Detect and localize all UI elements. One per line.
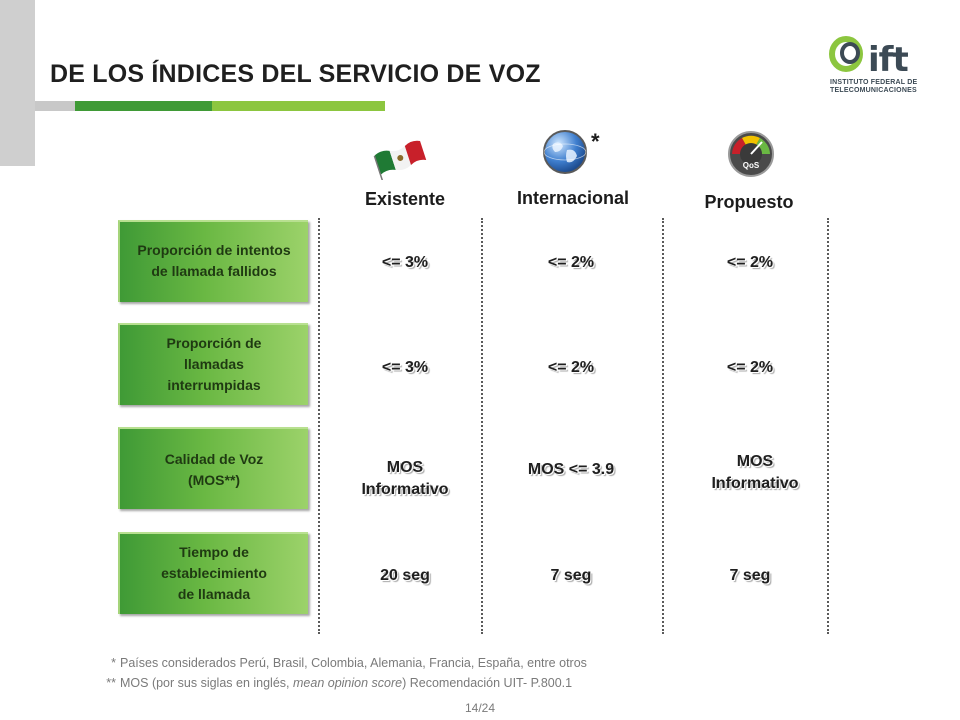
value-cell: 7 seg [729,567,771,584]
value-cell: MOS Informativo [361,459,449,498]
row-label-intentos-fallidos: Proporción de intentos de llamada fallid… [118,220,308,302]
column-divider [318,218,320,634]
column-divider [662,218,664,634]
value-cell: <= 2% [547,254,595,271]
column-divider [827,218,829,634]
value-cell: MOS <= 3.9 [527,461,615,478]
row-label-llamadas-interrumpidas: Proporción de llamadas interrumpidas [118,323,308,405]
value-cell: 20 seg [380,567,430,584]
value-cell: <= 3% [381,254,429,271]
slide-title: DE LOS ÍNDICES DEL SERVICIO DE VOZ [50,60,541,88]
row-label-tiempo-establecimiento: Tiempo de establecimiento de llamada [118,532,308,614]
column-header-propuesto: Propuesto [704,192,794,212]
qos-gauge-icon: QoS [728,131,774,177]
column-divider [481,218,483,634]
ift-logo-icon [829,36,863,72]
value-cell: <= 2% [726,359,774,376]
column-header-existente: Existente [364,189,446,209]
footnote-countries: * Países considerados Perú, Brasil, Colom… [111,656,587,670]
value-cell: <= 3% [381,359,429,376]
value-cell: MOS Informativo [711,453,799,492]
column-header-internacional: Internacional [516,188,630,208]
value-cell: 7 seg [550,567,592,584]
mexico-flag-icon [373,140,427,180]
title-underline-gray [35,101,75,111]
page-number: 14/24 [464,701,496,715]
value-cell: <= 2% [547,359,595,376]
left-gray-bar [0,0,35,166]
title-underline-light-green [212,101,385,111]
qos-gauge-label: QoS [743,161,760,170]
globe-icon [543,130,587,174]
row-label-calidad-voz: Calidad de Voz (MOS**) [118,427,308,509]
value-cell: <= 2% [726,254,774,271]
title-underline-dark-green [75,101,212,111]
logo-subtitle: INSTITUTO FEDERAL DE TELECOMUNICACIONES [830,79,918,94]
logo-wordmark: ift [868,40,909,80]
footnote-mos: ** MOS (por sus siglas en inglés, mean op… [106,676,573,690]
international-footnote-mark: * [591,129,600,154]
